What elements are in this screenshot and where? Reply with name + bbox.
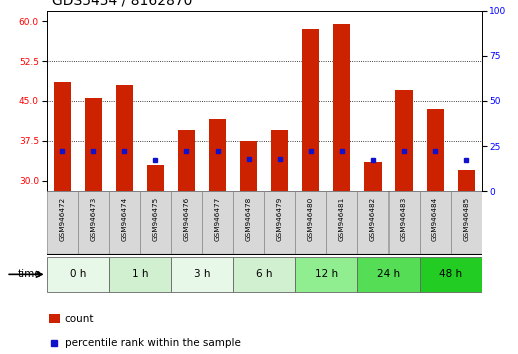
Bar — [233, 257, 295, 292]
Bar — [326, 191, 357, 255]
Text: 24 h: 24 h — [377, 269, 400, 279]
Bar — [209, 120, 226, 191]
Text: count: count — [65, 314, 94, 324]
Text: GSM946477: GSM946477 — [214, 196, 221, 240]
Bar — [233, 191, 264, 255]
Text: 12 h: 12 h — [315, 269, 338, 279]
Bar — [47, 257, 109, 292]
Text: 0 h: 0 h — [69, 269, 86, 279]
Text: GSM946480: GSM946480 — [308, 196, 314, 240]
Bar — [295, 191, 326, 255]
Text: GSM946474: GSM946474 — [121, 196, 127, 240]
Bar — [49, 314, 60, 323]
Text: GSM946485: GSM946485 — [463, 196, 469, 240]
Bar — [109, 191, 140, 255]
Bar — [240, 141, 257, 191]
Bar — [388, 191, 420, 255]
Text: GSM946483: GSM946483 — [401, 196, 407, 240]
Bar — [357, 257, 420, 292]
Text: GSM946475: GSM946475 — [152, 196, 159, 240]
Text: 3 h: 3 h — [194, 269, 210, 279]
Text: GDS5454 / 8162870: GDS5454 / 8162870 — [52, 0, 192, 7]
Text: 48 h: 48 h — [439, 269, 462, 279]
Text: GSM946479: GSM946479 — [277, 196, 283, 240]
Text: GSM946472: GSM946472 — [59, 196, 65, 240]
Bar — [140, 191, 171, 255]
Text: time: time — [18, 269, 41, 279]
Bar — [264, 191, 295, 255]
Text: GSM946481: GSM946481 — [339, 196, 345, 240]
Bar — [365, 162, 382, 191]
Bar — [427, 109, 443, 191]
Bar — [395, 90, 412, 191]
Text: 6 h: 6 h — [256, 269, 272, 279]
Text: 1 h: 1 h — [132, 269, 148, 279]
Bar — [458, 170, 475, 191]
Text: percentile rank within the sample: percentile rank within the sample — [65, 338, 241, 348]
Bar — [420, 191, 451, 255]
Bar — [357, 191, 388, 255]
Bar — [171, 257, 233, 292]
Bar — [303, 29, 319, 191]
Text: GSM946478: GSM946478 — [246, 196, 252, 240]
Bar — [109, 257, 171, 292]
Bar — [116, 85, 133, 191]
Text: GSM946476: GSM946476 — [183, 196, 190, 240]
Bar — [147, 165, 164, 191]
Bar — [54, 82, 70, 191]
Text: GSM946484: GSM946484 — [432, 196, 438, 240]
Bar — [451, 191, 482, 255]
Bar — [78, 191, 109, 255]
Bar — [271, 130, 288, 191]
Text: GSM946482: GSM946482 — [370, 196, 376, 240]
Text: GSM946473: GSM946473 — [90, 196, 96, 240]
Bar — [202, 191, 233, 255]
Bar — [178, 130, 195, 191]
Bar — [47, 191, 78, 255]
Bar — [420, 257, 482, 292]
Bar — [171, 191, 202, 255]
Bar — [85, 98, 102, 191]
Bar — [295, 257, 357, 292]
Bar — [334, 24, 351, 191]
